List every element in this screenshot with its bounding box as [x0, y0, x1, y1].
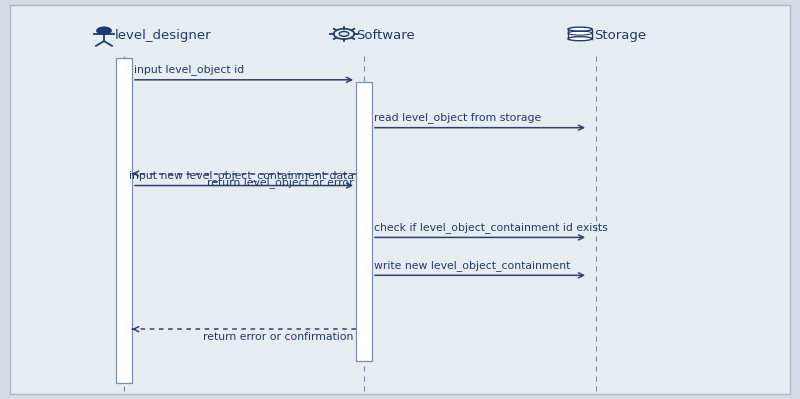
Circle shape — [97, 27, 111, 34]
Text: write new level_object_containment: write new level_object_containment — [374, 260, 570, 271]
Text: input new level_object_containment data: input new level_object_containment data — [129, 170, 354, 181]
Text: input level_object id: input level_object id — [134, 64, 245, 75]
Ellipse shape — [568, 27, 592, 31]
Text: return level_object or error: return level_object or error — [207, 177, 354, 188]
Text: check if level_object_containment id exists: check if level_object_containment id exi… — [374, 222, 608, 233]
Text: Storage: Storage — [594, 29, 646, 41]
Ellipse shape — [568, 37, 592, 41]
Bar — [356, 82, 372, 361]
Bar — [116, 58, 132, 383]
Bar — [568, 29, 592, 39]
Text: Software: Software — [356, 29, 414, 41]
Text: level_designer: level_designer — [114, 29, 211, 41]
Text: read level_object from storage: read level_object from storage — [374, 112, 542, 123]
Text: return error or confirmation: return error or confirmation — [203, 332, 354, 342]
